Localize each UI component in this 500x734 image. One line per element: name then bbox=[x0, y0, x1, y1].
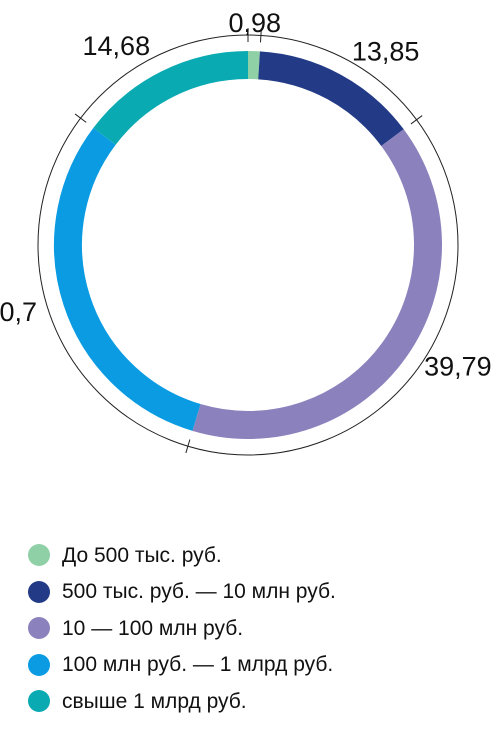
legend-item: 500 тыс. руб. — 10 млн руб. bbox=[28, 574, 336, 611]
donut-slice bbox=[93, 51, 249, 145]
legend-item: свыше 1 млрд руб. bbox=[28, 683, 336, 720]
chart-legend: До 500 тыс. руб. 500 тыс. руб. — 10 млн р… bbox=[28, 537, 336, 720]
legend-item: 10 — 100 млн руб. bbox=[28, 610, 336, 647]
slice-value-label: 13,85 bbox=[352, 36, 420, 66]
legend-item: До 500 тыс. руб. bbox=[28, 537, 336, 574]
outer-ring bbox=[37, 34, 459, 456]
slice-divider-tick bbox=[185, 439, 191, 454]
legend-swatch bbox=[28, 617, 50, 640]
donut-slice bbox=[257, 51, 404, 147]
slice-value-label: 30,7 bbox=[0, 297, 37, 327]
slice-divider-tick bbox=[74, 113, 87, 123]
slice-value-label: 39,79 bbox=[424, 351, 492, 381]
slice-divider-tick bbox=[259, 28, 262, 43]
legend-label: 10 — 100 млн руб. bbox=[62, 616, 244, 640]
legend-label: свыше 1 млрд руб. bbox=[62, 689, 247, 713]
legend-label: 100 млн руб. — 1 млрд руб. bbox=[62, 653, 334, 677]
donut-slice bbox=[54, 127, 201, 431]
legend-label: 500 тыс. руб. — 10 млн руб. bbox=[62, 580, 336, 604]
slice-value-label: 14,68 bbox=[83, 31, 151, 61]
legend-swatch bbox=[28, 580, 50, 603]
legend-swatch bbox=[28, 544, 50, 567]
donut-chart: 0,98 13,85 39,79 30,7 14,68 bbox=[0, 8, 492, 456]
legend-swatch bbox=[28, 690, 50, 713]
legend-item: 100 млн руб. — 1 млрд руб. bbox=[28, 647, 336, 684]
donut-slice bbox=[192, 129, 442, 439]
legend-label: До 500 тыс. руб. bbox=[62, 543, 222, 567]
slice-divider-tick bbox=[410, 115, 423, 125]
legend-swatch bbox=[28, 653, 50, 676]
slice-value-label: 0,98 bbox=[228, 8, 281, 38]
